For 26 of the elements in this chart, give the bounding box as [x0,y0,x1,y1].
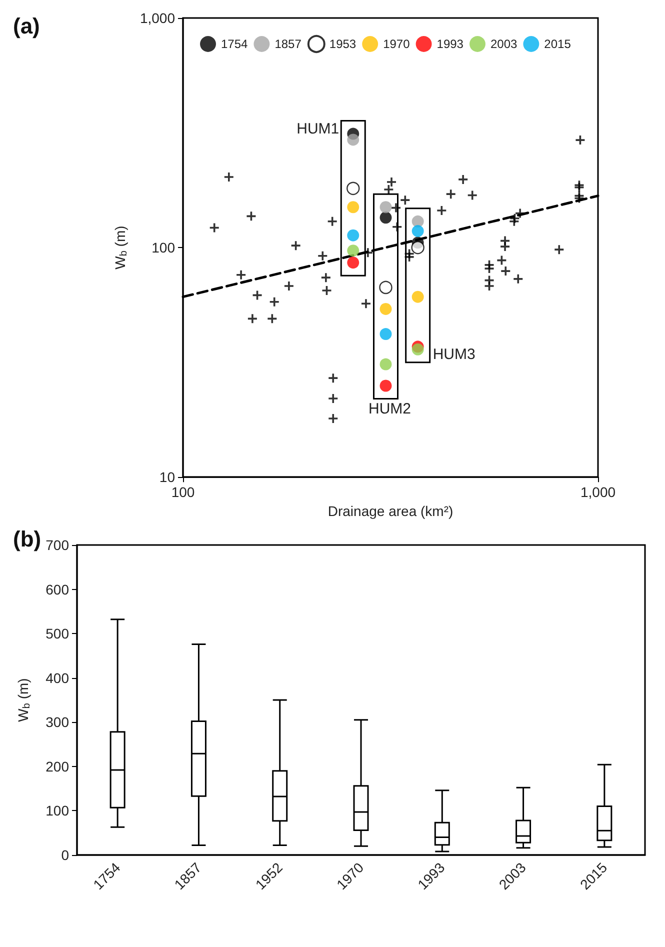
chart-title: (b) [13,526,42,552]
legend-label: 1970 [383,37,410,51]
legend-label: 1857 [274,37,302,51]
annotation: HUM3 [432,346,476,363]
y-tick-label: 200 [46,758,70,774]
y-tick-label: 1,000 [140,10,176,26]
y-tick-label: 300 [46,714,70,730]
x-axis-title: Drainage area (km²) [328,503,454,519]
y-tick-label: 400 [46,670,70,686]
chart-title: (a) [13,14,40,38]
y-tick-label: 600 [46,581,70,598]
y-tick-label: 500 [46,626,70,642]
y-tick-label: 100 [152,240,176,256]
y-tick-label: 100 [46,802,70,819]
y-tick-label: 0 [61,847,70,863]
legend-label: 1754 [221,37,248,51]
legend-label: 1953 [329,37,356,51]
annotation: HUM1 [296,120,340,138]
y-axis-title: Wb (m) [15,678,32,722]
annotation: HUM2 [368,400,412,418]
y-axis-title: Wb (m) [112,226,130,270]
legend-label: 2003 [490,37,518,51]
legend-label: 2015 [544,37,572,51]
y-tick-label: 700 [46,537,70,553]
y-tick-label: 10 [159,469,176,486]
legend-label: 1993 [436,37,464,51]
